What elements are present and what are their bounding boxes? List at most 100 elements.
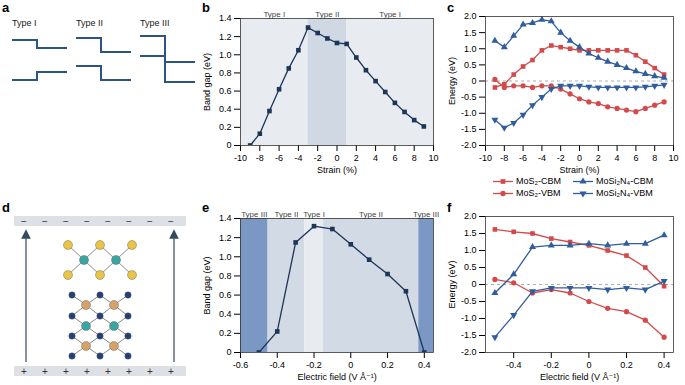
svg-text:-1.5: -1.5 [461, 124, 477, 134]
svg-text:0: 0 [348, 360, 353, 370]
svg-text:0.2: 0.2 [381, 360, 394, 370]
svg-text:−: − [147, 216, 153, 227]
svg-text:Type I: Type I [12, 18, 37, 28]
svg-text:Type II: Type II [274, 210, 298, 219]
svg-text:8: 8 [652, 153, 657, 163]
svg-text:2: 2 [596, 153, 601, 163]
svg-text:-0.2: -0.2 [544, 360, 560, 370]
svg-text:Type I: Type I [303, 210, 325, 219]
svg-text:Type III: Type III [241, 210, 267, 219]
svg-text:0.6: 0.6 [219, 86, 232, 96]
svg-text:10: 10 [428, 153, 438, 163]
svg-text:Type I: Type I [379, 10, 401, 19]
svg-text:-8: -8 [500, 153, 508, 163]
svg-text:Type I: Type I [263, 10, 285, 19]
svg-text:-1.0: -1.0 [461, 108, 477, 118]
svg-text:4: 4 [373, 153, 378, 163]
svg-text:-4: -4 [538, 153, 546, 163]
svg-text:-10: -10 [479, 153, 492, 163]
svg-text:Type II: Type II [76, 18, 103, 28]
svg-text:Strain (%): Strain (%) [559, 165, 599, 175]
svg-text:10: 10 [668, 153, 678, 163]
svg-text:8: 8 [412, 153, 417, 163]
svg-text:0.5: 0.5 [464, 262, 477, 272]
svg-text:1.4: 1.4 [219, 213, 232, 223]
svg-text:-2: -2 [557, 153, 565, 163]
svg-text:-2.0: -2.0 [461, 347, 477, 357]
svg-text:-0.4: -0.4 [506, 360, 522, 370]
svg-text:0: 0 [226, 140, 231, 150]
svg-text:-0.5: -0.5 [461, 92, 477, 102]
svg-text:0: 0 [471, 76, 476, 86]
svg-text:1.5: 1.5 [464, 28, 477, 38]
svg-text:-0.2: -0.2 [306, 360, 322, 370]
svg-text:−: − [84, 216, 90, 227]
svg-text:0.6: 0.6 [219, 290, 232, 300]
svg-text:0: 0 [334, 153, 339, 163]
svg-text:Type II: Type II [315, 10, 339, 19]
svg-text:2.0: 2.0 [464, 11, 477, 21]
svg-text:Electric field (V Å⁻¹): Electric field (V Å⁻¹) [297, 372, 376, 382]
svg-text:-6: -6 [275, 153, 283, 163]
svg-text:+: + [147, 366, 153, 377]
svg-text:1.5: 1.5 [464, 228, 477, 238]
svg-text:-1.5: -1.5 [461, 330, 477, 340]
svg-text:0.4: 0.4 [418, 360, 431, 370]
svg-text:0.4: 0.4 [658, 360, 671, 370]
svg-text:1.0: 1.0 [464, 44, 477, 54]
svg-text:−: − [126, 216, 132, 227]
svg-text:0.4: 0.4 [219, 104, 232, 114]
svg-text:0.5: 0.5 [464, 60, 477, 70]
svg-text:1.0: 1.0 [219, 252, 232, 262]
svg-text:-8: -8 [256, 153, 264, 163]
svg-text:+: + [63, 366, 69, 377]
svg-text:0.8: 0.8 [219, 68, 232, 78]
svg-text:+: + [105, 366, 111, 377]
svg-text:Type III: Type III [413, 210, 439, 219]
svg-text:-0.4: -0.4 [270, 360, 286, 370]
svg-text:Type II: Type II [359, 210, 383, 219]
svg-text:0: 0 [586, 360, 591, 370]
svg-text:0.8: 0.8 [219, 271, 232, 281]
svg-text:Energy (eV): Energy (eV) [447, 260, 457, 308]
svg-text:-1.0: -1.0 [461, 313, 477, 323]
svg-text:0.2: 0.2 [219, 328, 232, 338]
svg-text:2.0: 2.0 [464, 211, 477, 221]
svg-text:0.2: 0.2 [219, 122, 232, 132]
svg-text:+: + [126, 366, 132, 377]
svg-text:1.2: 1.2 [219, 233, 232, 243]
svg-text:0: 0 [226, 347, 231, 357]
svg-text:-10: -10 [234, 153, 247, 163]
svg-text:6: 6 [633, 153, 638, 163]
svg-text:0: 0 [577, 153, 582, 163]
svg-text:+: + [168, 366, 174, 377]
svg-text:2: 2 [354, 153, 359, 163]
svg-text:+: + [21, 366, 27, 377]
svg-text:-0.5: -0.5 [461, 296, 477, 306]
svg-text:-0.6: -0.6 [233, 360, 249, 370]
svg-text:0: 0 [471, 279, 476, 289]
svg-text:Energy (eV): Energy (eV) [447, 57, 457, 105]
svg-text:1.0: 1.0 [464, 245, 477, 255]
svg-text:Band gap (eV): Band gap (eV) [202, 256, 212, 314]
svg-text:Type III: Type III [140, 18, 170, 28]
svg-text:−: − [63, 216, 69, 227]
svg-text:4: 4 [615, 153, 620, 163]
svg-text:+: + [42, 366, 48, 377]
svg-text:Strain (%): Strain (%) [317, 165, 357, 175]
svg-text:-2: -2 [314, 153, 322, 163]
svg-text:1.2: 1.2 [219, 32, 232, 42]
svg-text:Electric field (V Å⁻¹): Electric field (V Å⁻¹) [540, 372, 619, 382]
svg-text:-4: -4 [294, 153, 302, 163]
svg-text:+: + [84, 366, 90, 377]
svg-text:1.4: 1.4 [219, 13, 232, 23]
svg-text:0.2: 0.2 [620, 360, 633, 370]
svg-text:1.0: 1.0 [219, 50, 232, 60]
svg-text:0.4: 0.4 [219, 309, 232, 319]
svg-text:-6: -6 [519, 153, 527, 163]
svg-text:-2.0: -2.0 [461, 140, 477, 150]
svg-text:Band gap (eV): Band gap (eV) [202, 53, 212, 111]
svg-text:−: − [42, 216, 48, 227]
svg-text:6: 6 [392, 153, 397, 163]
svg-text:−: − [168, 216, 174, 227]
